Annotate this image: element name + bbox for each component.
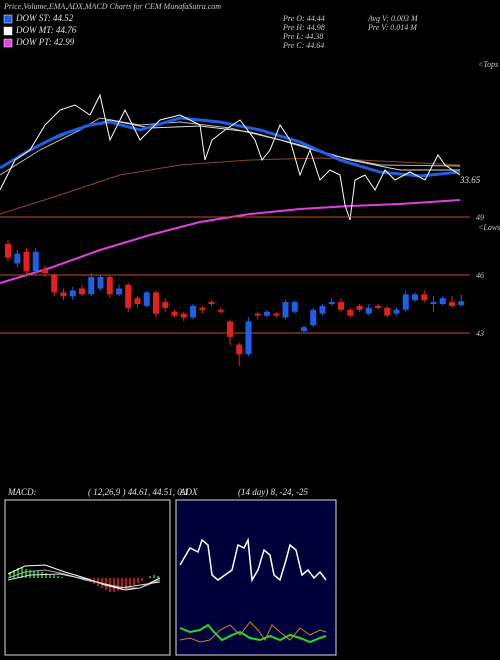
adx-params: (14 day) 8, -24, -25: [238, 487, 308, 497]
adx-title: ADX: [179, 487, 198, 497]
candle-body: [97, 276, 104, 289]
candle-body: [125, 284, 132, 308]
candle-body: [217, 309, 224, 312]
candle-body: [23, 251, 30, 272]
ema-lines: [0, 93, 461, 284]
candle-body: [106, 276, 113, 295]
candle-body: [162, 302, 169, 308]
tops-label: <Tops: [478, 60, 498, 69]
candle-body: [273, 313, 280, 316]
candle-body: [430, 302, 437, 305]
candle-body: [301, 327, 307, 332]
candle-body: [51, 274, 58, 293]
candle-body: [375, 305, 381, 308]
candle-body: [134, 298, 141, 305]
legend-label: DOW MT: 44.76: [15, 25, 77, 35]
candle-body: [254, 313, 261, 316]
adx-decor: [179, 537, 327, 644]
candle-body: [227, 321, 233, 337]
candle-body: [79, 288, 85, 295]
candle-body: [153, 292, 159, 314]
stat: Pre O: 44.44: [282, 14, 325, 23]
candle-body: [291, 302, 298, 312]
candle-body: [449, 302, 455, 306]
candle-body: [393, 309, 400, 314]
candle-body: [143, 292, 150, 306]
legend-label: DOW ST: 44.52: [15, 13, 74, 23]
macd-title: MACD:: [7, 487, 37, 497]
candle-body: [171, 311, 178, 316]
candle-body: [69, 290, 76, 297]
candle-body: [310, 309, 317, 326]
candle-body: [338, 302, 344, 310]
candle-body: [245, 321, 252, 355]
candle-body: [14, 253, 21, 264]
y-tick-label: 46: [476, 271, 484, 280]
legend-swatch: [3, 38, 13, 48]
candle-body: [32, 251, 39, 272]
candle-body: [319, 305, 326, 314]
candle-body: [5, 244, 11, 258]
macd-panel: [4, 499, 171, 656]
candle-body: [264, 311, 270, 316]
candle-body: [347, 309, 354, 316]
chart-title: Price,Volume,EMA,ADX,MACD Charts for CEM…: [3, 2, 221, 11]
y-tick-label: 43: [476, 329, 484, 338]
candle-body: [208, 302, 215, 305]
candle-body: [365, 307, 372, 314]
last-price-label: 33.65: [459, 175, 481, 185]
candle-body: [199, 307, 206, 310]
legend-swatch: [3, 14, 13, 24]
adx-panel: [175, 499, 337, 656]
lows-label: <Lows: [478, 223, 500, 232]
candle-body: [88, 276, 95, 295]
candle-body: [412, 294, 418, 301]
candle-body: [328, 302, 335, 305]
legend-label: DOW PT: 42.99: [15, 37, 75, 47]
candle-body: [384, 307, 391, 316]
stat: Pre V: 0.014 M: [367, 23, 418, 32]
candle-body: [180, 313, 187, 318]
candle-body: [439, 298, 446, 305]
macd-params: ( 12,26,9 ) 44.61, 44.51, 0.1: [88, 487, 189, 497]
candle-body: [402, 294, 409, 310]
candle-body: [42, 269, 48, 274]
stat: Pre H: 44.98: [282, 23, 325, 32]
y-tick-label: 49: [476, 213, 484, 222]
candle-body: [190, 305, 196, 318]
candle-body: [236, 344, 243, 355]
stat: Avg V: 0.003 M: [367, 14, 419, 23]
candle-body: [282, 302, 289, 318]
legend-swatch: [3, 26, 13, 36]
candle-body: [60, 292, 67, 297]
macd-decor: [7, 564, 161, 592]
candle-body: [356, 305, 363, 310]
stat: Pre L: 44.38: [282, 32, 323, 41]
candle-body: [421, 294, 428, 301]
candle-body: [458, 301, 465, 306]
stat: Pre C: 44.64: [282, 41, 324, 50]
candle-body: [116, 288, 122, 295]
